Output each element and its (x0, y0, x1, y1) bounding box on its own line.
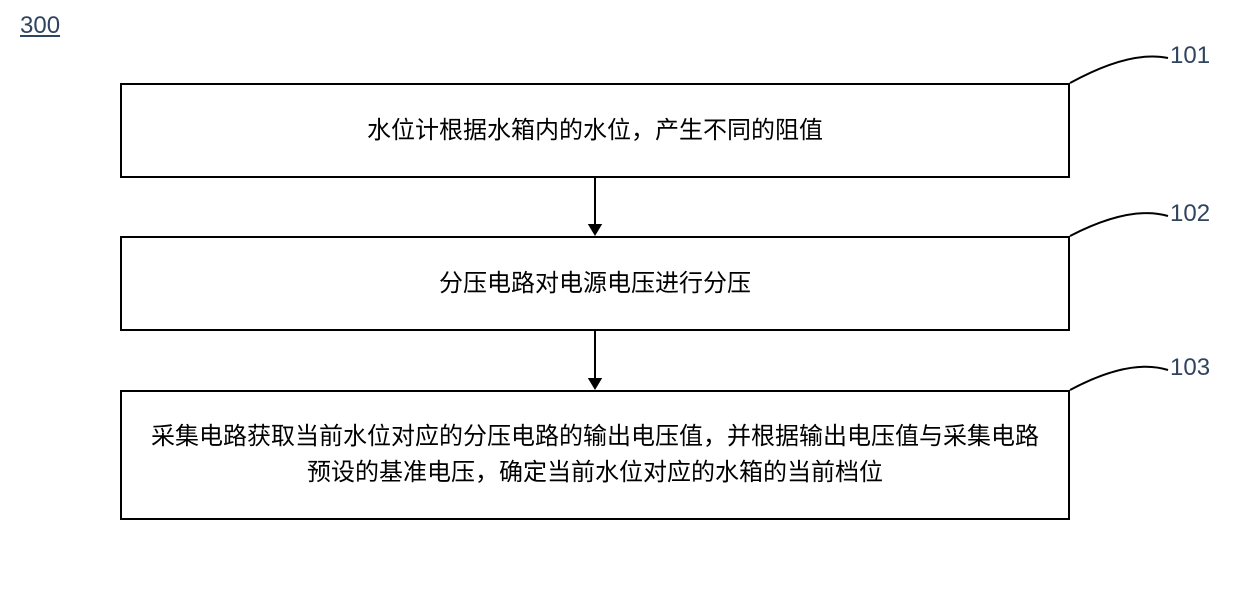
figure-number-label: 300 (20, 12, 60, 40)
step-box-101: 水位计根据水箱内的水位，产生不同的阻值 (120, 83, 1070, 178)
step-text: 分压电路对电源电压进行分压 (439, 266, 751, 302)
flowchart-canvas: 300 水位计根据水箱内的水位，产生不同的阻值 101 分压电路对电源电压进行分… (0, 0, 1240, 593)
step-number-103: 103 (1170, 354, 1210, 382)
step-text: 水位计根据水箱内的水位，产生不同的阻值 (367, 113, 823, 149)
step-text: 采集电路获取当前水位对应的分压电路的输出电压值，并根据输出电压值与采集电路预设的… (142, 419, 1048, 491)
step-number-102: 102 (1170, 200, 1210, 228)
step-box-103: 采集电路获取当前水位对应的分压电路的输出电压值，并根据输出电压值与采集电路预设的… (120, 390, 1070, 520)
step-box-102: 分压电路对电源电压进行分压 (120, 236, 1070, 331)
step-number-101: 101 (1170, 42, 1210, 70)
